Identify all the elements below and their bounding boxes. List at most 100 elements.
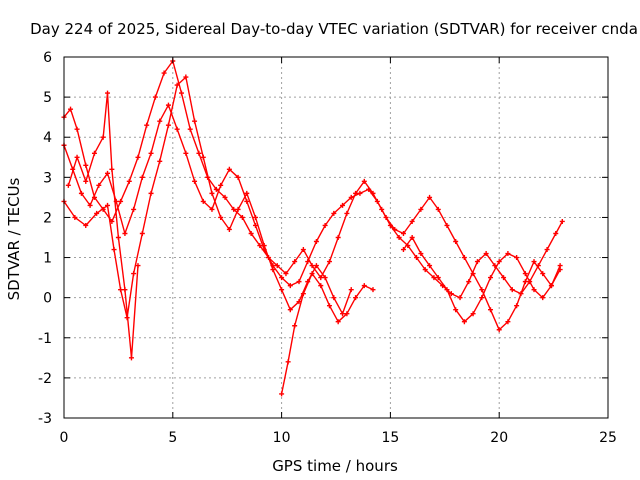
data-point — [209, 190, 215, 196]
data-point — [531, 259, 537, 265]
data-point — [161, 70, 167, 76]
data-point — [553, 230, 559, 236]
series-track-2 — [63, 104, 561, 331]
y-axis-tick-labels: -3 -2 -1 0 1 2 3 4 5 6 — [38, 50, 52, 427]
data-point — [453, 307, 459, 313]
data-point — [435, 206, 441, 212]
data-point — [501, 275, 507, 281]
data-point — [139, 174, 145, 180]
data-point — [174, 126, 180, 132]
data-point — [226, 166, 232, 172]
data-point — [383, 214, 389, 220]
data-point — [78, 190, 84, 196]
data-point — [122, 287, 128, 293]
data-point — [366, 186, 372, 192]
data-point — [418, 251, 424, 257]
data-point — [187, 126, 193, 132]
data-point — [487, 275, 493, 281]
data-point — [105, 202, 111, 208]
x-tick-label: 15 — [381, 430, 399, 446]
data-point — [252, 222, 258, 228]
x-tick-label: 10 — [273, 430, 291, 446]
data-point — [226, 226, 232, 232]
data-point — [318, 275, 324, 281]
data-point — [100, 134, 106, 140]
data-point — [235, 174, 241, 180]
data-point — [105, 170, 111, 176]
data-point — [196, 150, 202, 156]
data-point — [135, 154, 141, 160]
data-point — [296, 279, 302, 285]
chart-title: Day 224 of 2025, Sidereal Day-to-day VTE… — [30, 20, 638, 38]
data-point — [111, 247, 117, 253]
x-tick-label: 5 — [168, 430, 177, 446]
data-point — [540, 295, 546, 301]
data-point — [109, 166, 115, 172]
data-point — [422, 267, 428, 273]
y-tick-label: -3 — [38, 411, 52, 427]
data-point — [231, 206, 237, 212]
data-point — [148, 150, 154, 156]
data-point — [283, 271, 289, 277]
data-point — [279, 275, 285, 281]
data-point — [192, 118, 198, 124]
data-point — [309, 263, 315, 269]
data-point — [74, 126, 80, 132]
data-point — [326, 259, 332, 265]
y-tick-label: 0 — [43, 291, 52, 307]
data-point — [470, 311, 476, 317]
data-point — [74, 154, 80, 160]
data-point — [470, 271, 476, 277]
data-point — [257, 243, 263, 249]
x-axis-title: GPS time / hours — [272, 457, 398, 475]
data-point — [300, 247, 306, 253]
y-tick-label: -1 — [38, 331, 52, 347]
data-point — [144, 122, 150, 128]
data-point — [94, 210, 100, 216]
data-point — [292, 259, 298, 265]
data-point — [322, 222, 328, 228]
data-point — [374, 198, 380, 204]
plot-frame — [63, 56, 609, 419]
data-point — [248, 230, 254, 236]
data-point — [487, 307, 493, 313]
data-point — [309, 271, 315, 277]
data-point — [427, 194, 433, 200]
data-point — [496, 259, 502, 265]
data-point — [200, 154, 206, 160]
data-point — [466, 279, 472, 285]
data-point — [457, 295, 463, 301]
data-point — [505, 319, 511, 325]
data-point — [183, 74, 189, 80]
y-tick-label: 5 — [43, 90, 52, 106]
data-point — [344, 311, 350, 317]
data-point — [418, 206, 424, 212]
data-point — [353, 295, 359, 301]
data-point — [409, 235, 415, 240]
data-point — [340, 311, 346, 317]
data-point — [244, 198, 250, 204]
data-point — [474, 259, 480, 265]
data-point — [239, 214, 245, 220]
data-point — [444, 287, 450, 293]
data-point — [131, 206, 137, 212]
data-point — [313, 239, 319, 245]
data-point — [157, 158, 163, 164]
data-point — [83, 162, 89, 168]
data-point — [414, 255, 420, 261]
data-point — [131, 271, 137, 277]
x-tick-label: 25 — [599, 430, 617, 446]
y-axis-title: SDTVAR / TECUs — [5, 177, 23, 300]
data-point — [431, 275, 437, 281]
data-point — [200, 198, 206, 204]
data-point — [344, 210, 350, 216]
data-point — [192, 178, 198, 184]
data-point — [548, 283, 554, 289]
series-track-6 — [402, 236, 561, 323]
data-point — [427, 263, 433, 269]
y-tick-label: 3 — [43, 170, 52, 186]
data-point — [544, 247, 550, 253]
data-point — [396, 235, 402, 240]
data-point — [370, 287, 376, 293]
data-point — [252, 214, 258, 220]
